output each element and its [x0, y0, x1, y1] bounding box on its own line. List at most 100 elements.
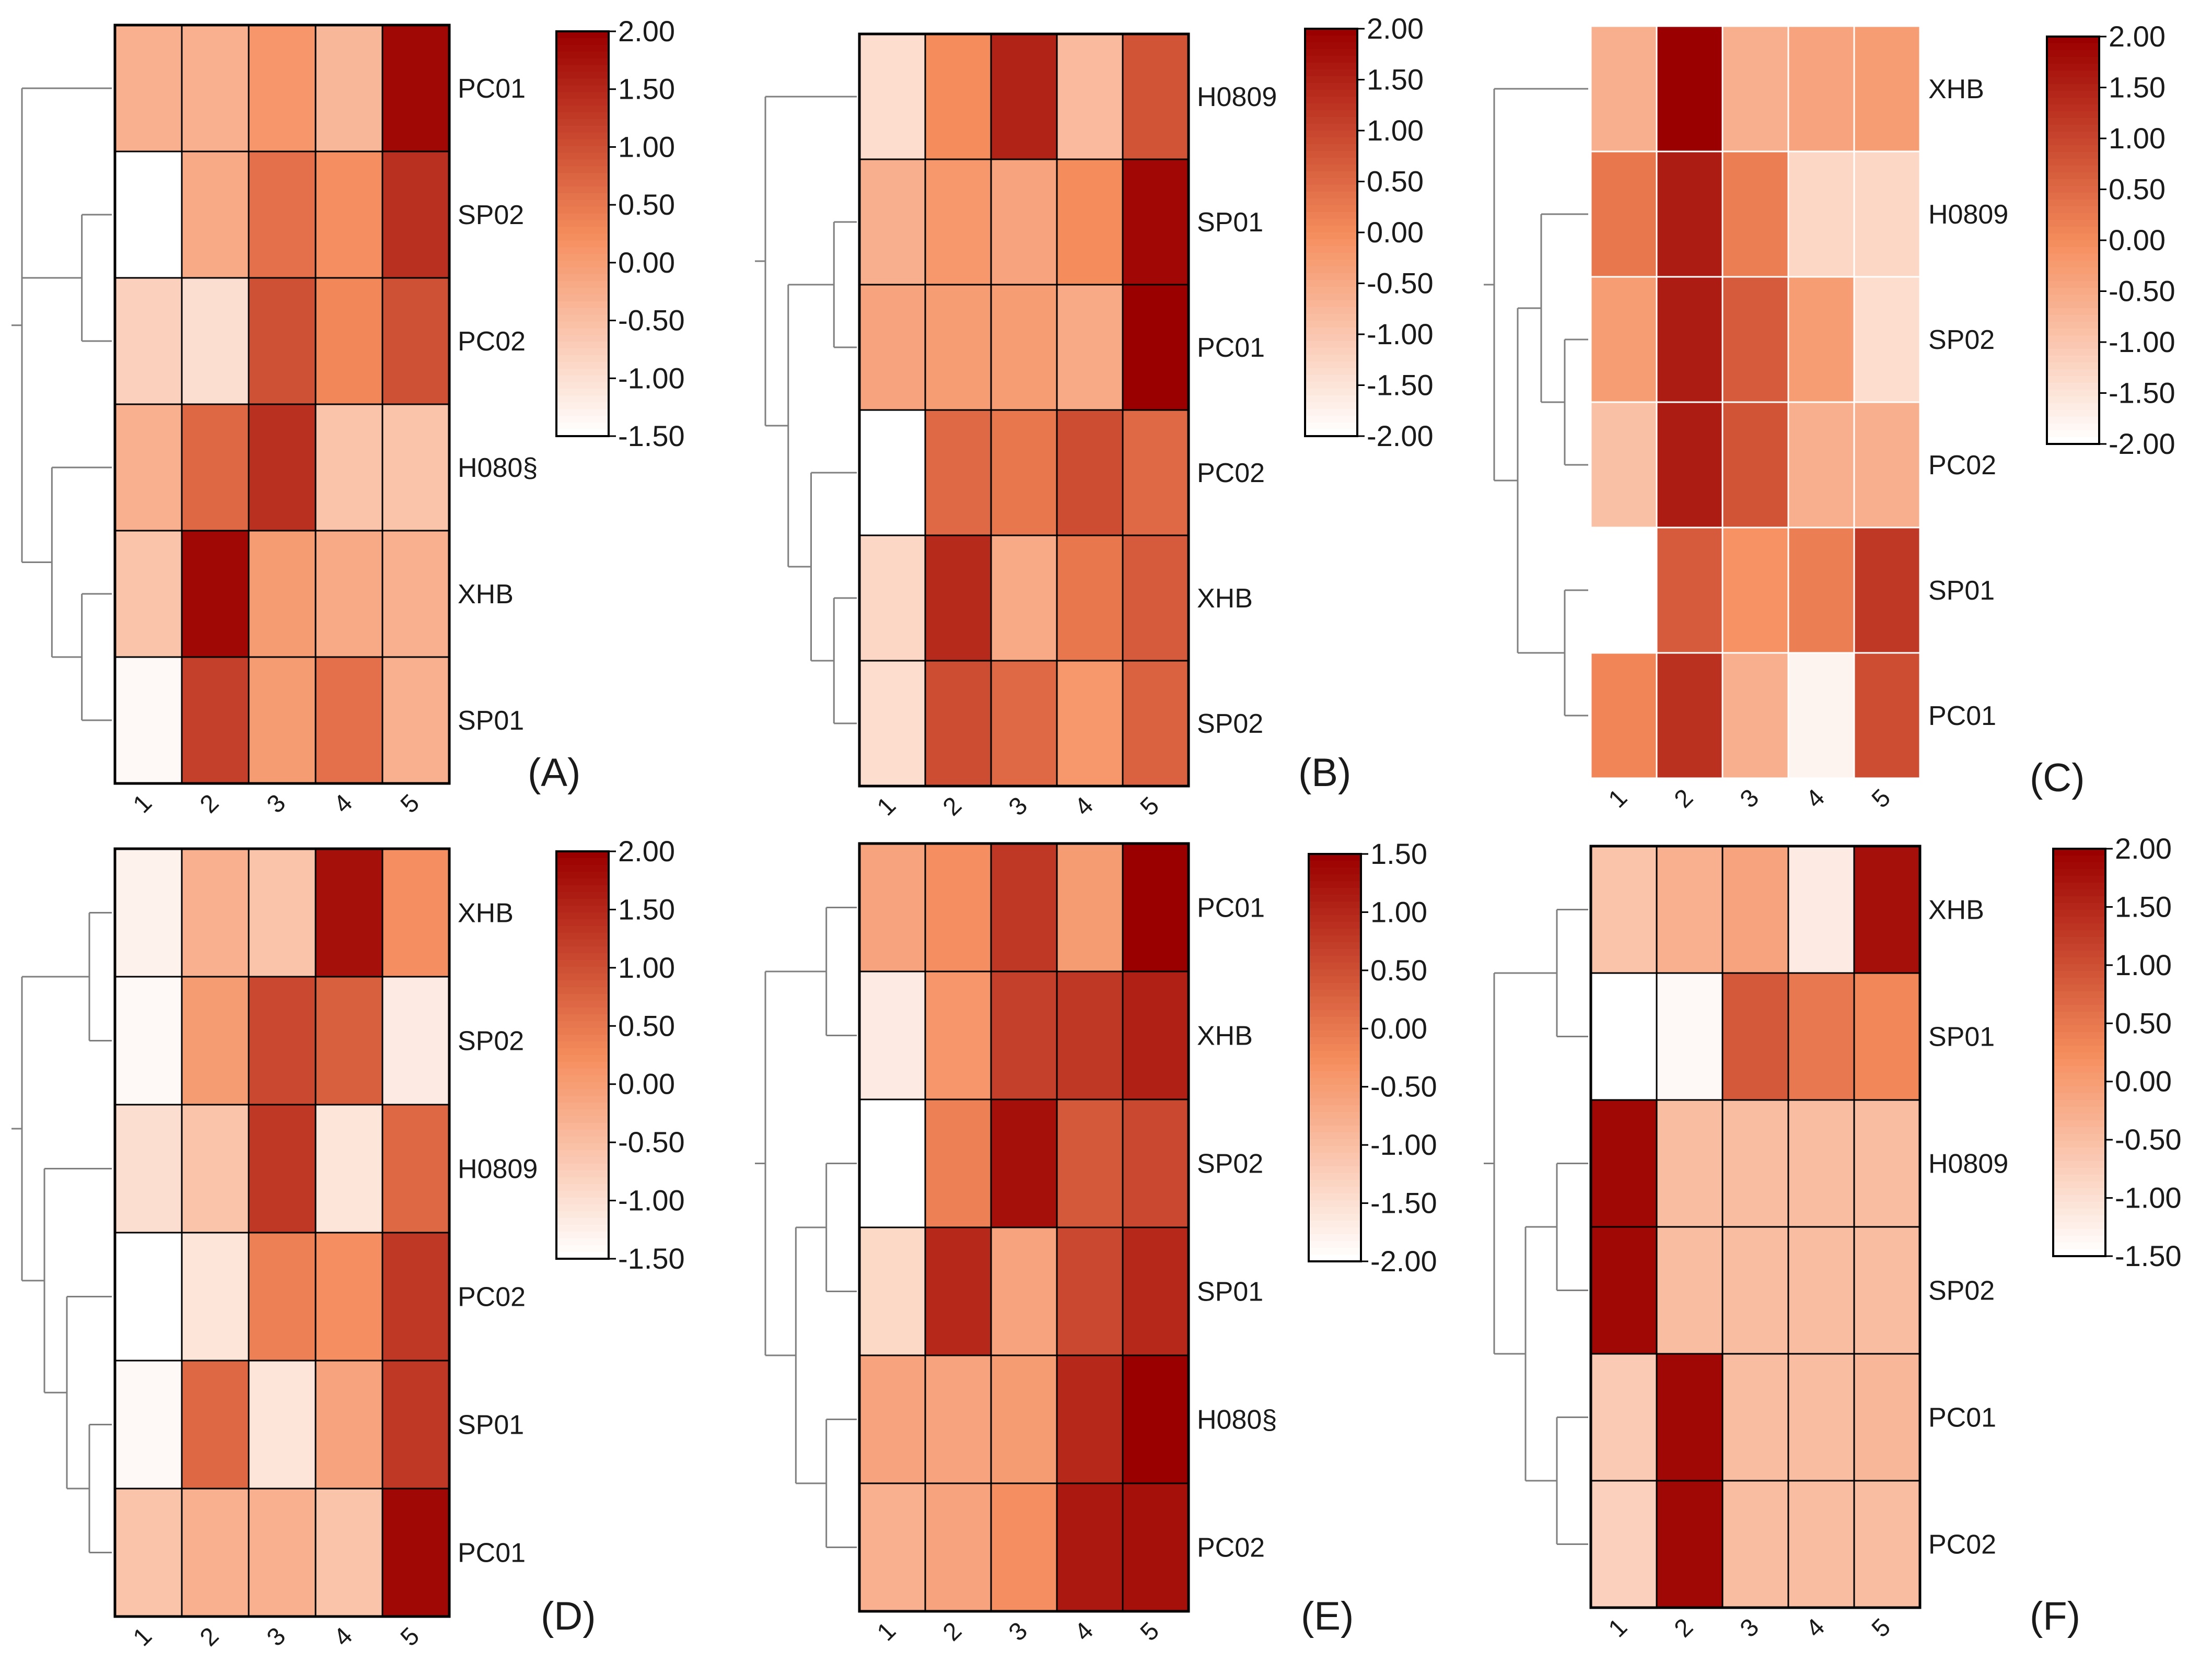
colorbar-segment [1305, 76, 1357, 84]
colorbar-segment [556, 227, 609, 235]
colorbar-segment [2053, 1195, 2105, 1202]
colorbar-tick-label: -1.50 [2115, 1239, 2182, 1272]
colorbar-segment [556, 1123, 609, 1130]
row-label: H080§ [458, 453, 538, 483]
colorbar-segment [1305, 273, 1357, 280]
row-label: PC01 [458, 74, 526, 104]
colorbar-segment [2047, 376, 2099, 383]
column-label: 1 [1603, 784, 1633, 813]
colorbar-segment [1305, 198, 1357, 206]
heatmap-cell [1122, 660, 1190, 787]
colorbar-segment [556, 1055, 609, 1062]
colorbar-segment [1309, 1207, 1361, 1214]
colorbar-segment [1305, 69, 1357, 77]
colorbar-tick-label: 1.00 [618, 951, 675, 984]
heatmap-frame [858, 32, 1190, 788]
colorbar-segment [556, 980, 609, 988]
heatmap-cell [315, 656, 383, 784]
panel-label: (E) [1301, 1594, 1354, 1638]
heatmap-cell [315, 1104, 383, 1234]
colorbar-segment [556, 960, 609, 967]
column-label: 1 [1603, 1613, 1633, 1643]
colorbar-segment [556, 1177, 609, 1185]
colorbar-segment [556, 78, 609, 86]
colorbar-segment [2047, 159, 2099, 166]
heatmap-cell [181, 1360, 250, 1490]
heatmap-cell [1056, 409, 1124, 536]
colorbar-segment [556, 280, 609, 288]
heatmap-cell [114, 24, 183, 153]
colorbar-segment [556, 220, 609, 228]
colorbar-segment [1305, 300, 1357, 308]
colorbar-segment [2047, 410, 2099, 417]
colorbar-segment [1309, 1126, 1361, 1133]
colorbar-segment [2047, 349, 2099, 356]
colorbar-segment [556, 885, 609, 893]
heatmap-cell [248, 1360, 317, 1490]
row-label: PC02 [458, 326, 526, 357]
heatmap-cell [1591, 653, 1657, 778]
colorbar-segment [556, 1082, 609, 1090]
colorbar-segment [1309, 1173, 1361, 1180]
heatmap-cell [1590, 972, 1658, 1101]
heatmap-cell [1721, 1480, 1789, 1609]
row-label: PC02 [1197, 458, 1265, 488]
colorbar-segment [556, 119, 609, 126]
heatmap-cell [858, 534, 926, 662]
colorbar-segment [1305, 321, 1357, 328]
colorbar-segment [1305, 375, 1357, 382]
colorbar-segment [2053, 1046, 2105, 1053]
colorbar-segment [556, 1014, 609, 1022]
colorbar-segment [2053, 1249, 2105, 1257]
heatmap-cell [990, 1098, 1058, 1228]
colorbar-segment [2047, 288, 2099, 295]
row-label: SP02 [458, 200, 524, 230]
row-label: H0809 [1197, 82, 1277, 112]
colorbar-segment [1305, 429, 1357, 437]
heatmap-cell [858, 158, 926, 286]
column-label: 2 [1669, 784, 1698, 813]
colorbar-segment [556, 858, 609, 865]
heatmap-cell [315, 848, 383, 978]
heatmap-cell [1657, 277, 1722, 402]
row-label: XHB [1928, 895, 1984, 926]
colorbar-segment [1305, 287, 1357, 294]
colorbar-segment [556, 1069, 609, 1076]
heatmap-cell [315, 1232, 383, 1362]
heatmap-cell [858, 970, 926, 1100]
colorbar-segment [1305, 253, 1357, 260]
heatmap-cell [990, 534, 1058, 662]
colorbar-segment [2047, 247, 2099, 254]
row-label: PC01 [1197, 893, 1265, 923]
colorbar-segment [556, 946, 609, 954]
colorbar-segment [1305, 165, 1357, 172]
colorbar-segment [1309, 1146, 1361, 1153]
heatmap-cell [381, 1104, 450, 1234]
colorbar-segment [2047, 267, 2099, 275]
colorbar-segment [1305, 192, 1357, 199]
heatmap-cell [1122, 534, 1190, 662]
colorbar-tick-label: -2.00 [2109, 427, 2175, 460]
colorbar-segment [1305, 246, 1357, 253]
column-label: 1 [872, 792, 901, 821]
colorbar-segment [2053, 998, 2105, 1005]
colorbar-segment [556, 274, 609, 282]
row-label: XHB [1928, 74, 1984, 104]
colorbar-segment [1305, 226, 1357, 233]
colorbar-segment [2053, 910, 2105, 917]
colorbar-segment [556, 429, 609, 437]
colorbar-segment [2047, 213, 2099, 220]
heatmap-cell [381, 976, 450, 1106]
panel-label: (A) [528, 751, 580, 795]
colorbar-segment [1305, 232, 1357, 240]
column-label: 5 [395, 789, 425, 818]
heatmap-cell [1854, 151, 1920, 277]
heatmap-cell [924, 660, 992, 787]
colorbar-tick-label: -1.50 [618, 1242, 685, 1275]
heatmap-cell [1722, 528, 1788, 653]
colorbar-segment [556, 1035, 609, 1042]
colorbar-segment [1305, 416, 1357, 423]
colorbar-segment [556, 200, 609, 207]
colorbar-segment [556, 872, 609, 879]
